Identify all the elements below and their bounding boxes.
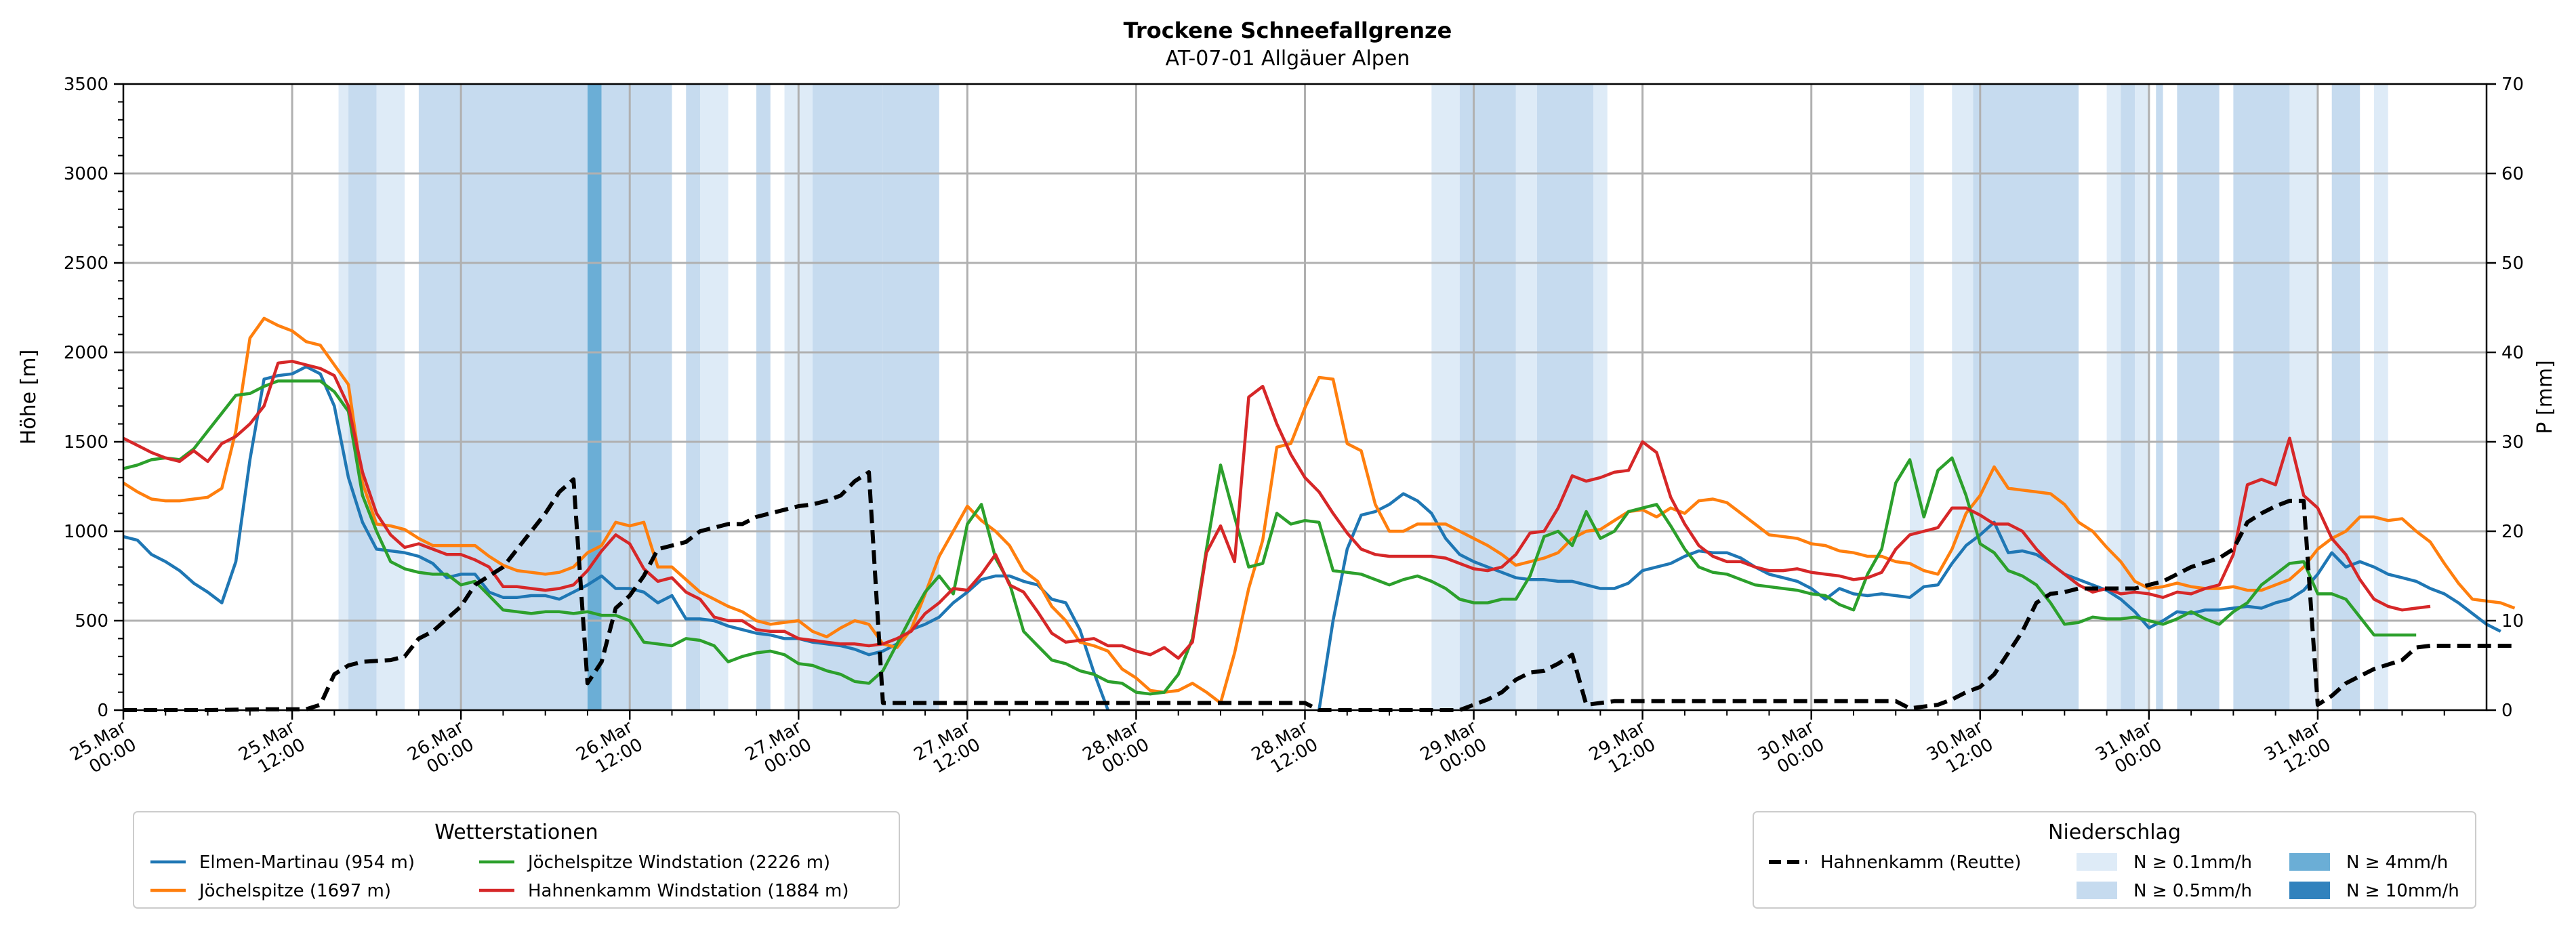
y-tick-label-right: 60 (2501, 164, 2524, 184)
x-tick-label: 25.Mar00:00 (66, 717, 140, 783)
series-line (123, 470, 2515, 712)
legend-label: Hahnenkamm (Reutte) (1820, 852, 2021, 873)
x-tick-label: 30.Mar00:00 (1755, 717, 1828, 783)
precip-band (2289, 84, 2318, 710)
precip-band (1536, 84, 1593, 710)
precipitation-bands (338, 84, 2388, 710)
series-line (122, 316, 2516, 705)
legend-patch-swatch (2077, 882, 2117, 899)
legend-stations-frame (133, 811, 900, 909)
series-line (1317, 492, 2501, 711)
legend-label: Hahnenkamm Windstation (1884 m) (528, 881, 849, 901)
y-tick-label-left: 1000 (64, 522, 108, 542)
y-tick-label-left: 2000 (64, 343, 108, 363)
x-tick-label: 29.Mar12:00 (1586, 717, 1660, 783)
y-tick-label-right: 70 (2501, 75, 2524, 95)
x-tick-label: 26.Mar12:00 (573, 717, 647, 783)
legend-label: N ≥ 0.1mm/h (2133, 852, 2252, 873)
legend-stations-title: Wetterstationen (434, 821, 598, 844)
y-tick-label-right: 30 (2501, 432, 2524, 453)
precip-band (1515, 84, 1537, 710)
legend-precipitation-title: Niederschlag (2048, 821, 2181, 844)
precip-band (348, 84, 377, 710)
x-tick-label: 28.Mar00:00 (1080, 717, 1153, 783)
precip-band (2135, 84, 2149, 710)
precip-band (2373, 84, 2388, 710)
chart-subtitle: AT-07-01 Allgäuer Alpen (1166, 47, 1410, 70)
x-tick-label: 30.Mar12:00 (1923, 717, 1997, 783)
precip-band (882, 84, 939, 710)
y-tick-label-left: 3000 (64, 164, 108, 184)
x-tick-label: 31.Mar12:00 (2261, 717, 2335, 783)
x-tick-label: 29.Mar00:00 (1417, 717, 1491, 783)
series-line (123, 365, 1110, 711)
precip-band (2156, 84, 2163, 710)
precip-band (376, 84, 405, 710)
legend-label: N ≥ 0.5mm/h (2133, 881, 2252, 901)
x-tick-label: 28.Mar12:00 (1248, 717, 1322, 783)
x-tick-label: 27.Mar12:00 (911, 717, 985, 783)
y-tick-label-left: 500 (75, 611, 108, 632)
x-tick-label: 31.Mar00:00 (2092, 717, 2166, 783)
legend-patch-swatch (2289, 853, 2330, 871)
y-axis-label-left: Höhe [m] (17, 350, 41, 445)
x-tick-label: 27.Mar00:00 (741, 717, 815, 783)
legend-label: Jöchelspitze Windstation (2226 m) (527, 852, 830, 873)
precip-band (1431, 84, 1460, 710)
precip-band (1952, 84, 1974, 710)
y-tick-label-left: 2500 (64, 253, 108, 274)
legend-precipitation: Niederschlag Hahnenkamm (Reutte) N ≥ 0.1m… (1753, 811, 2476, 909)
precip-band (2121, 84, 2135, 710)
precip-band (1973, 84, 2079, 710)
legend-label: Jöchelspitze (1697 m) (198, 881, 391, 901)
legend-stations: Wetterstationen Elmen-Martinau (954 m) Jö… (133, 811, 900, 909)
precip-band (2233, 84, 2290, 710)
legend-label: N ≥ 4mm/h (2346, 852, 2448, 873)
y-tick-label-left: 3500 (64, 75, 108, 95)
x-tick-label: 26.Mar00:00 (404, 717, 478, 783)
y-tick-label-left: 0 (97, 701, 108, 721)
y-tick-label-right: 50 (2501, 253, 2524, 274)
precip-band (1459, 84, 1516, 710)
y-tick-label-right: 20 (2501, 522, 2524, 542)
precip-band (813, 84, 883, 710)
legend-patch-swatch (2289, 882, 2330, 899)
y-axis-label-right: P [mm] (2533, 360, 2557, 434)
x-tick-label: 25.Mar12:00 (235, 717, 309, 783)
chart-title: Trockene Schneefallgrenze (1124, 18, 1452, 43)
legend-label: N ≥ 10mm/h (2346, 881, 2459, 901)
precip-band (686, 84, 700, 710)
precip-band (601, 84, 672, 710)
precip-band (2106, 84, 2121, 710)
series-lines (122, 316, 2516, 712)
y-tick-label-right: 0 (2501, 701, 2513, 721)
series-line (122, 359, 2431, 660)
y-tick-label-right: 10 (2501, 611, 2524, 632)
y-tick-label-right: 40 (2501, 343, 2524, 363)
precip-band (1910, 84, 1924, 710)
precip-band (418, 84, 588, 710)
y-tick-label-left: 1500 (64, 432, 108, 453)
precip-band (1593, 84, 1608, 710)
precip-band (2177, 84, 2220, 710)
precip-band (756, 84, 771, 710)
legend-label: Elmen-Martinau (954 m) (199, 852, 415, 873)
series-line (123, 379, 2417, 696)
precip-band (2331, 84, 2360, 710)
legend-patch-swatch (2077, 853, 2117, 871)
